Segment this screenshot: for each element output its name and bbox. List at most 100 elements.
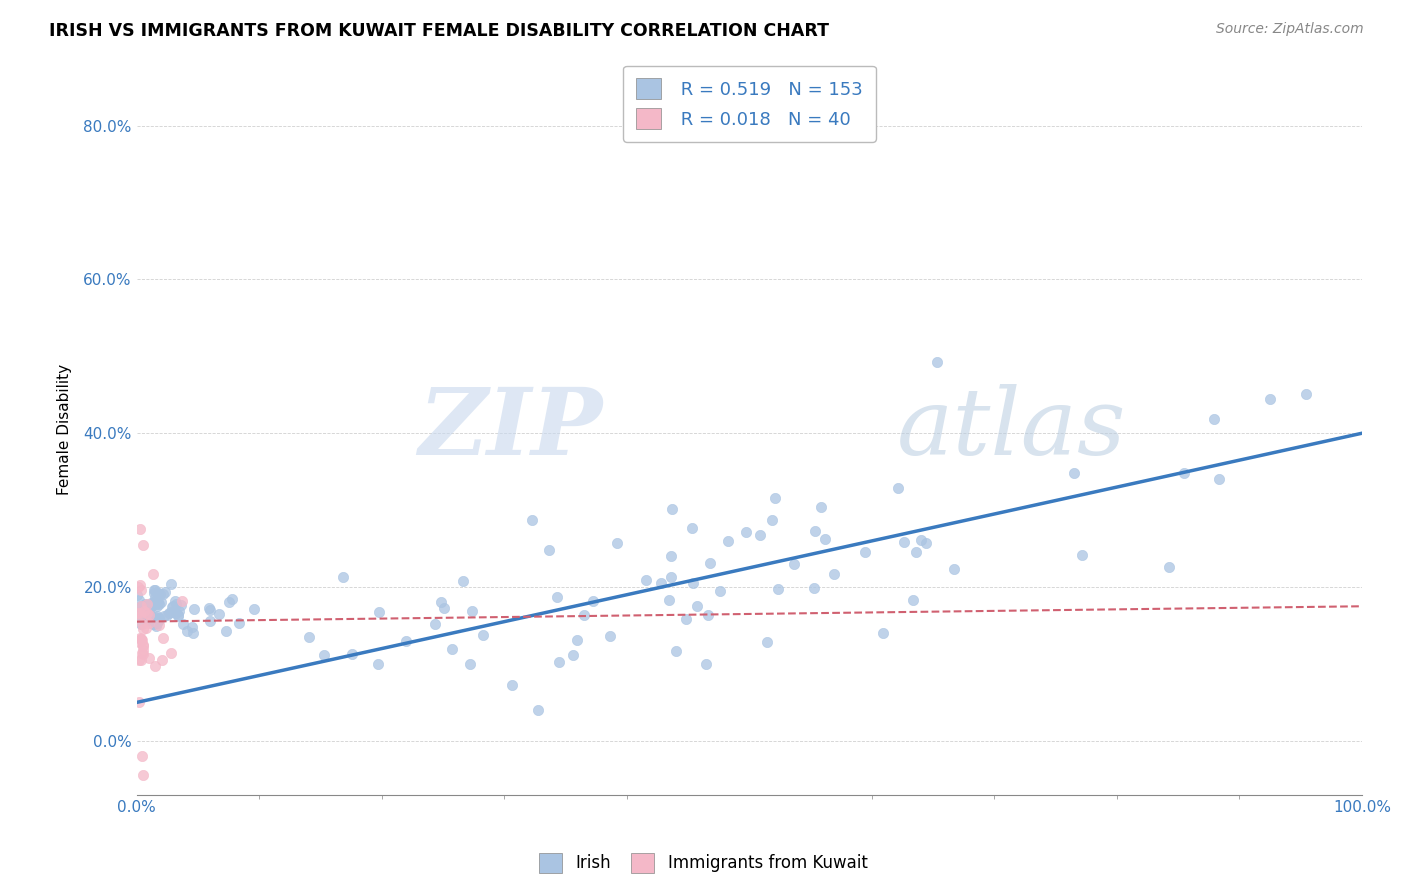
Point xyxy=(460,603,482,617)
Point xyxy=(901,592,924,607)
Point xyxy=(129,617,152,632)
Point xyxy=(131,647,153,661)
Point xyxy=(129,632,152,647)
Point xyxy=(139,608,162,623)
Point xyxy=(561,648,583,662)
Point xyxy=(910,533,932,548)
Point xyxy=(665,643,688,657)
Point xyxy=(872,626,894,640)
Point xyxy=(135,598,157,612)
Point xyxy=(167,609,190,624)
Point xyxy=(131,749,153,764)
Point xyxy=(165,597,187,611)
Point xyxy=(1159,560,1181,574)
Point xyxy=(695,657,717,671)
Point xyxy=(160,599,183,614)
Point xyxy=(131,646,153,660)
Point xyxy=(136,613,159,627)
Text: ZIP: ZIP xyxy=(418,384,602,475)
Point xyxy=(763,491,786,505)
Legend:  R = 0.519   N = 153,  R = 0.018   N = 40: R = 0.519 N = 153, R = 0.018 N = 40 xyxy=(623,66,876,142)
Point xyxy=(636,574,658,588)
Point xyxy=(129,604,152,618)
Point xyxy=(138,608,160,623)
Point xyxy=(537,542,560,557)
Point xyxy=(145,618,167,632)
Point xyxy=(440,642,463,657)
Point xyxy=(472,628,495,642)
Point xyxy=(717,533,740,548)
Point xyxy=(548,655,571,669)
Point xyxy=(128,653,150,667)
Point xyxy=(221,592,243,607)
Point xyxy=(697,608,720,623)
Point xyxy=(129,653,152,667)
Point xyxy=(783,557,806,571)
Point xyxy=(143,583,166,598)
Point xyxy=(160,646,183,660)
Point xyxy=(810,500,832,515)
Point xyxy=(132,639,155,653)
Point xyxy=(749,528,772,542)
Point xyxy=(150,595,173,609)
Point xyxy=(127,580,149,594)
Point xyxy=(132,603,155,617)
Point xyxy=(761,512,783,526)
Point xyxy=(148,613,170,627)
Point xyxy=(367,657,389,671)
Point xyxy=(658,593,681,607)
Point xyxy=(1071,548,1094,562)
Point xyxy=(129,522,152,536)
Point xyxy=(914,536,936,550)
Point xyxy=(145,593,167,607)
Point xyxy=(142,610,165,624)
Point xyxy=(162,599,184,613)
Point xyxy=(395,634,418,648)
Point xyxy=(136,607,159,622)
Point xyxy=(138,651,160,665)
Point xyxy=(183,602,205,616)
Point xyxy=(131,538,153,552)
Point xyxy=(1173,466,1195,480)
Point xyxy=(142,596,165,610)
Point xyxy=(152,587,174,601)
Text: IRISH VS IMMIGRANTS FROM KUWAIT FEMALE DISABILITY CORRELATION CHART: IRISH VS IMMIGRANTS FROM KUWAIT FEMALE D… xyxy=(49,22,830,40)
Point xyxy=(198,603,221,617)
Point xyxy=(682,575,704,590)
Point xyxy=(1063,466,1085,480)
Point xyxy=(156,607,179,622)
Point xyxy=(340,647,363,661)
Point xyxy=(125,607,148,621)
Point xyxy=(125,601,148,615)
Point xyxy=(526,703,548,717)
Point xyxy=(887,481,910,495)
Point xyxy=(129,599,152,613)
Point xyxy=(132,638,155,652)
Point xyxy=(135,601,157,615)
Point xyxy=(134,604,156,618)
Point xyxy=(661,502,683,516)
Point xyxy=(139,599,162,614)
Point xyxy=(153,609,176,624)
Point xyxy=(756,634,779,648)
Point xyxy=(143,610,166,624)
Point xyxy=(146,615,169,630)
Point xyxy=(451,574,474,588)
Point xyxy=(803,581,825,595)
Point xyxy=(766,582,789,596)
Point xyxy=(128,604,150,618)
Point xyxy=(127,610,149,624)
Point xyxy=(134,600,156,615)
Point xyxy=(904,544,927,558)
Point xyxy=(163,594,186,608)
Point xyxy=(128,606,150,620)
Point xyxy=(214,624,236,639)
Point xyxy=(141,596,163,610)
Point xyxy=(138,616,160,631)
Point xyxy=(943,562,966,576)
Point xyxy=(208,607,231,621)
Text: atlas: atlas xyxy=(897,384,1126,475)
Point xyxy=(167,604,190,618)
Point xyxy=(823,566,845,581)
Point xyxy=(659,570,682,584)
